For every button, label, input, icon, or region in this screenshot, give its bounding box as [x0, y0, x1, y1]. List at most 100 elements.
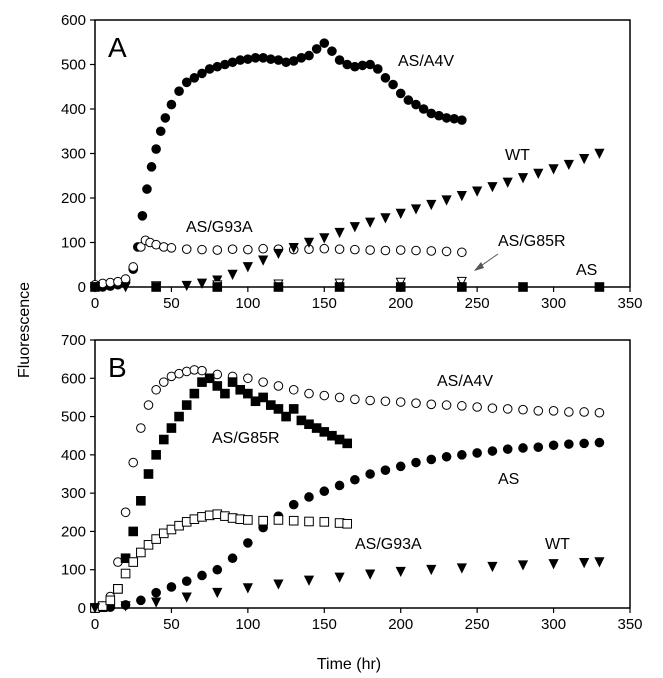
point-a-as-a4v — [142, 184, 152, 194]
point-b-as — [411, 457, 421, 468]
point-b-wt — [365, 569, 376, 580]
point-b-as — [487, 446, 498, 456]
point-b-as-g93a — [143, 540, 154, 550]
point-b-as-g85r — [136, 496, 146, 506]
point-a-wt — [533, 168, 544, 179]
point-a-wt — [196, 278, 208, 289]
series-label-b-as-a4v: AS/A4V — [437, 373, 493, 390]
point-a-wt — [120, 282, 131, 293]
panel-a: A AS/A4V WT AS/G93A AS/G85R AS 0 50 100 150… — [61, 12, 643, 312]
ticks-b: 0 50 100 150 200 250 300 350 0 100 200 300 400 500 600… — [61, 332, 643, 633]
point-b-as-a4v — [426, 399, 437, 410]
point-a-as-a4v — [181, 77, 192, 88]
point-b-as-g93a — [136, 547, 146, 558]
series-label-b-as-g85r: AS/G85R — [212, 430, 280, 447]
point-a-as-a4v — [304, 50, 314, 61]
point-b-as-a4v — [472, 402, 482, 412]
point-b-as-g85r — [212, 381, 223, 391]
point-b-wt — [395, 566, 406, 578]
point-b-as-a4v — [411, 398, 421, 408]
point-a-as-g93a — [243, 244, 253, 255]
y-tick-label-b: 700 — [61, 332, 86, 349]
point-b-as — [197, 570, 207, 581]
series-label-a-as: AS — [576, 262, 597, 279]
point-a-as-a4v — [311, 44, 322, 54]
point-b-as — [288, 499, 299, 510]
point-b-as-g85r — [258, 392, 268, 403]
point-b-as-a4v — [120, 507, 131, 518]
point-a-as-g93a — [441, 246, 452, 257]
arrow-head-a-as-g85r — [474, 262, 484, 271]
x-tick-label-a: 100 — [235, 295, 260, 312]
point-b-as — [334, 480, 345, 491]
series-b-as-a4v — [90, 365, 605, 613]
point-a-wt — [579, 154, 590, 165]
point-b-as-a4v — [594, 407, 605, 418]
point-a-as-g93a — [350, 244, 360, 255]
point-a-as-g93a — [395, 245, 406, 255]
point-a-wt — [502, 177, 513, 188]
point-b-wt — [334, 572, 345, 583]
point-b-as-g85r — [273, 404, 284, 414]
series-label-b-wt: WT — [545, 536, 570, 553]
point-a-as-a4v — [166, 99, 177, 110]
point-a-as-a4v — [319, 38, 330, 48]
point-a-as-a4v — [388, 79, 398, 90]
series-a-as-g93a — [90, 235, 467, 290]
point-a-as-g93a — [181, 244, 192, 254]
point-a-as-g93a — [365, 245, 375, 255]
point-a-as-a4v — [281, 57, 291, 68]
series-b-wt — [89, 557, 605, 614]
point-a-as-g93a — [120, 274, 131, 284]
point-a-as-g93a — [426, 246, 437, 256]
point-b-as-a4v — [380, 396, 391, 407]
point-a-as-g93a — [319, 243, 330, 254]
point-a-as-g93a — [212, 245, 223, 255]
point-a-as — [334, 282, 345, 292]
point-b-wt — [151, 597, 162, 608]
point-b-as — [579, 438, 589, 449]
point-a-as-a4v — [174, 86, 184, 96]
point-a-as — [90, 282, 100, 292]
point-a-as-a4v — [197, 68, 207, 79]
point-b-as — [304, 492, 314, 502]
point-b-as — [243, 538, 253, 548]
point-b-wt — [303, 575, 315, 586]
x-tick-label-a: 150 — [312, 295, 337, 312]
point-b-as-g85r — [220, 388, 230, 399]
point-a-as-a4v — [243, 54, 253, 64]
point-b-as-a4v — [533, 406, 544, 416]
point-a-wt — [410, 204, 422, 215]
y-tick-label-b: 300 — [61, 485, 86, 502]
point-b-as — [151, 587, 161, 598]
point-a-wt — [273, 248, 284, 260]
panel-label-b: B — [108, 352, 127, 383]
point-a-as — [457, 282, 467, 292]
series-label-a-wt: WT — [505, 147, 530, 164]
point-b-as-g93a — [319, 517, 330, 527]
point-b-as-g85r — [174, 411, 184, 422]
point-b-as-g85r — [204, 373, 215, 384]
point-b-as-a4v — [181, 366, 192, 377]
point-b-as — [594, 437, 605, 448]
point-b-as-a4v — [243, 373, 253, 384]
point-a-wt — [288, 243, 299, 254]
point-b-as — [350, 474, 360, 485]
point-b-as-g93a — [258, 515, 268, 526]
point-b-as-a4v — [197, 365, 207, 376]
point-a-wt — [563, 159, 574, 171]
point-a-as-a4v — [334, 55, 345, 65]
point-a-as-a4v — [327, 46, 337, 56]
point-a-wt — [227, 269, 238, 280]
point-a-as-a4v — [418, 104, 429, 114]
y-tick-label-a: 400 — [61, 101, 86, 118]
x-tick-label-a: 350 — [617, 295, 642, 312]
y-tick-label-b: 100 — [61, 562, 86, 579]
point-b-as-a4v — [273, 381, 284, 391]
point-b-as — [426, 454, 437, 465]
y-tick-label-b: 500 — [61, 409, 86, 426]
point-a-as-g93a — [136, 242, 146, 252]
point-b-as-a4v — [136, 423, 146, 433]
point-b-wt — [181, 592, 192, 603]
point-a-as-a4v — [411, 99, 421, 110]
